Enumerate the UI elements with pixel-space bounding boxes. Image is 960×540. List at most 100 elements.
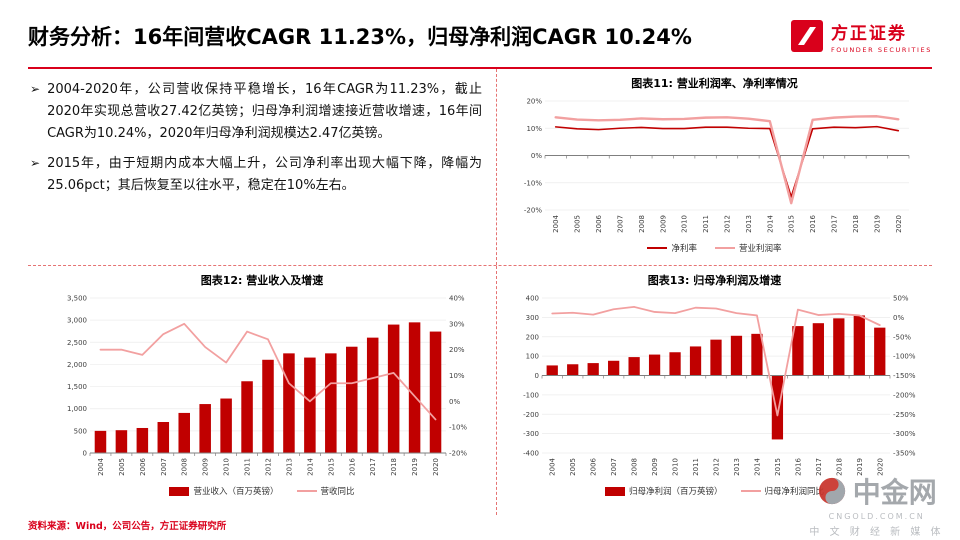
svg-text:2019: 2019: [873, 215, 881, 233]
svg-text:2019: 2019: [855, 458, 863, 476]
svg-text:-200: -200: [523, 411, 539, 419]
bullet-item-1: ➢ 2004-2020年，公司营收保持平稳增长，16年CAGR为11.23%，截…: [30, 79, 482, 145]
svg-text:2004: 2004: [97, 457, 105, 475]
svg-text:2,500: 2,500: [67, 339, 87, 347]
svg-text:10%: 10%: [449, 372, 465, 380]
svg-text:2017: 2017: [814, 458, 822, 476]
svg-text:2004: 2004: [548, 457, 556, 475]
svg-text:2016: 2016: [348, 457, 356, 475]
brand-name-cn: 方正证券: [830, 23, 907, 44]
bullet-arrow-icon: ➢: [30, 156, 41, 171]
cngold-logo-icon: [818, 477, 845, 505]
svg-text:2020: 2020: [894, 215, 902, 233]
svg-text:2012: 2012: [712, 458, 720, 476]
top-row: ➢ 2004-2020年，公司营收保持平稳增长，16年CAGR为11.23%，截…: [28, 69, 932, 265]
summary-bullets: ➢ 2004-2020年，公司营收保持平稳增长，16年CAGR为11.23%，截…: [28, 69, 496, 265]
svg-text:-20%: -20%: [449, 450, 467, 458]
top-right-panel: 图表11: 营业利润率、净利率情况 -20% -10% 0% 10% 20% 2004 20…: [496, 69, 932, 265]
svg-text:1,500: 1,500: [67, 383, 87, 391]
svg-text:2015: 2015: [773, 458, 781, 476]
svg-text:2008: 2008: [181, 458, 189, 476]
watermark-top: 中金网: [817, 471, 937, 511]
legend-item: 净利率: [647, 242, 697, 254]
svg-text:-350%: -350%: [893, 450, 916, 458]
svg-text:2005: 2005: [573, 215, 581, 233]
svg-text:500: 500: [74, 427, 87, 435]
svg-text:2005: 2005: [118, 458, 126, 476]
svg-text:-300: -300: [523, 430, 539, 438]
svg-text:2010: 2010: [680, 215, 688, 233]
bottom-row: 图表12: 营业收入及增速 0 500 1,000 1,500 2,000 2,500 3,…: [28, 265, 932, 515]
svg-text:40%: 40%: [449, 295, 465, 303]
svg-text:-10%: -10%: [449, 424, 467, 432]
svg-text:300: 300: [525, 314, 538, 322]
legend-label: 归母净利润同比: [764, 487, 825, 497]
svg-text:2007: 2007: [610, 458, 618, 476]
svg-text:-20%: -20%: [523, 207, 541, 215]
bullet-arrow-icon: ➢: [30, 82, 41, 96]
svg-text:0%: 0%: [449, 398, 460, 406]
legend-item: 营业利润率: [715, 242, 782, 254]
watermark-name: 中金网: [852, 476, 937, 509]
svg-text:2009: 2009: [651, 458, 659, 476]
page-title: 财务分析：16年间营收CAGR 11.23%，归母净利润CAGR 10.24%: [28, 25, 692, 49]
chart-13: 图表13: 归母净利润及增速 -400 -300 -200 -100 0 100 200 30…: [497, 266, 932, 515]
source-note: 资料来源：Wind，公司公告，方正证券研究所: [28, 521, 227, 532]
svg-text:2012: 2012: [265, 458, 273, 476]
watermark-url: CNGOLD.COM.CN: [828, 512, 925, 521]
brand-text: 方正证券 FOUNDER SECURITIES: [831, 19, 932, 54]
svg-text:2010: 2010: [223, 458, 231, 476]
svg-text:200: 200: [525, 333, 538, 341]
svg-text:-150%: -150%: [893, 372, 916, 380]
slide: 财务分析：16年间营收CAGR 11.23%，归母净利润CAGR 10.24% …: [28, 19, 941, 538]
svg-text:2016: 2016: [794, 457, 802, 475]
svg-text:2004: 2004: [552, 214, 560, 232]
chart-11-legend: 净利率 营业利润率: [647, 242, 782, 254]
svg-text:2007: 2007: [616, 215, 624, 233]
svg-text:-300%: -300%: [893, 430, 916, 438]
svg-text:2008: 2008: [630, 458, 638, 476]
chart-11-plot: -20% -10% 0% 10% 20% 2004 2005 2006 2007 2008 2009…: [523, 98, 909, 233]
chart-13-title: 图表13: 归母净利润及增速: [647, 274, 782, 287]
legend-item: 营收同比: [296, 485, 355, 497]
svg-text:2008: 2008: [637, 215, 645, 233]
watermark: 中金网 CNGOLD.COM.CN 中 文 财 经 新 媒 体: [809, 471, 944, 538]
svg-text:2017: 2017: [830, 215, 838, 233]
svg-text:2006: 2006: [139, 457, 147, 475]
founder-logo-icon: [790, 20, 823, 52]
svg-text:2018: 2018: [390, 458, 398, 476]
svg-text:2015: 2015: [327, 458, 335, 476]
chart-13-plot: -400 -300 -200 -100 0 100 200 300 400 -350% -300% -…: [523, 295, 916, 476]
legend-label: 营业利润率: [739, 244, 782, 254]
chart-12-plot: 0 500 1,000 1,500 2,000 2,500 3,000 3,500 -20% -1…: [67, 295, 467, 476]
svg-text:2,000: 2,000: [67, 361, 87, 369]
watermark-tagline: 中 文 财 经 新 媒 体: [809, 527, 944, 538]
svg-text:2010: 2010: [671, 458, 679, 476]
svg-text:400: 400: [525, 295, 538, 303]
svg-text:3,000: 3,000: [67, 317, 87, 325]
legend-label: 归母净利润（百万英镑）: [628, 487, 723, 497]
svg-text:2009: 2009: [202, 458, 210, 476]
svg-text:2005: 2005: [569, 458, 577, 476]
line-swatch-icon: [740, 490, 761, 492]
svg-text:0%: 0%: [530, 152, 541, 160]
content: ➢ 2004-2020年，公司营收保持平稳增长，16年CAGR为11.23%，截…: [28, 69, 932, 515]
svg-text:-200%: -200%: [893, 391, 916, 399]
chart-12: 图表12: 营业收入及增速 0 500 1,000 1,500 2,000 2,500 3,…: [28, 266, 496, 515]
svg-text:50%: 50%: [893, 295, 909, 303]
svg-text:2015: 2015: [787, 215, 795, 233]
svg-text:2014: 2014: [753, 457, 761, 475]
legend-item: 营业收入（百万英镑）: [169, 485, 279, 497]
bullet-text: 2015年，由于短期内成本大幅上升，公司净利率出现大幅下降，降幅为25.06pc…: [47, 156, 482, 194]
svg-text:20%: 20%: [449, 346, 465, 354]
svg-text:-10%: -10%: [523, 179, 541, 187]
legend-item: 归母净利润同比: [740, 485, 825, 497]
line-swatch-icon: [647, 247, 668, 249]
title-rule: [28, 67, 932, 69]
svg-text:2018: 2018: [835, 458, 843, 476]
bar-swatch-icon: [604, 486, 625, 496]
svg-text:2020: 2020: [876, 458, 884, 476]
line-swatch-icon: [715, 247, 735, 249]
chart-12-title: 图表12: 营业收入及增速: [200, 274, 324, 287]
svg-text:-100%: -100%: [893, 353, 916, 361]
